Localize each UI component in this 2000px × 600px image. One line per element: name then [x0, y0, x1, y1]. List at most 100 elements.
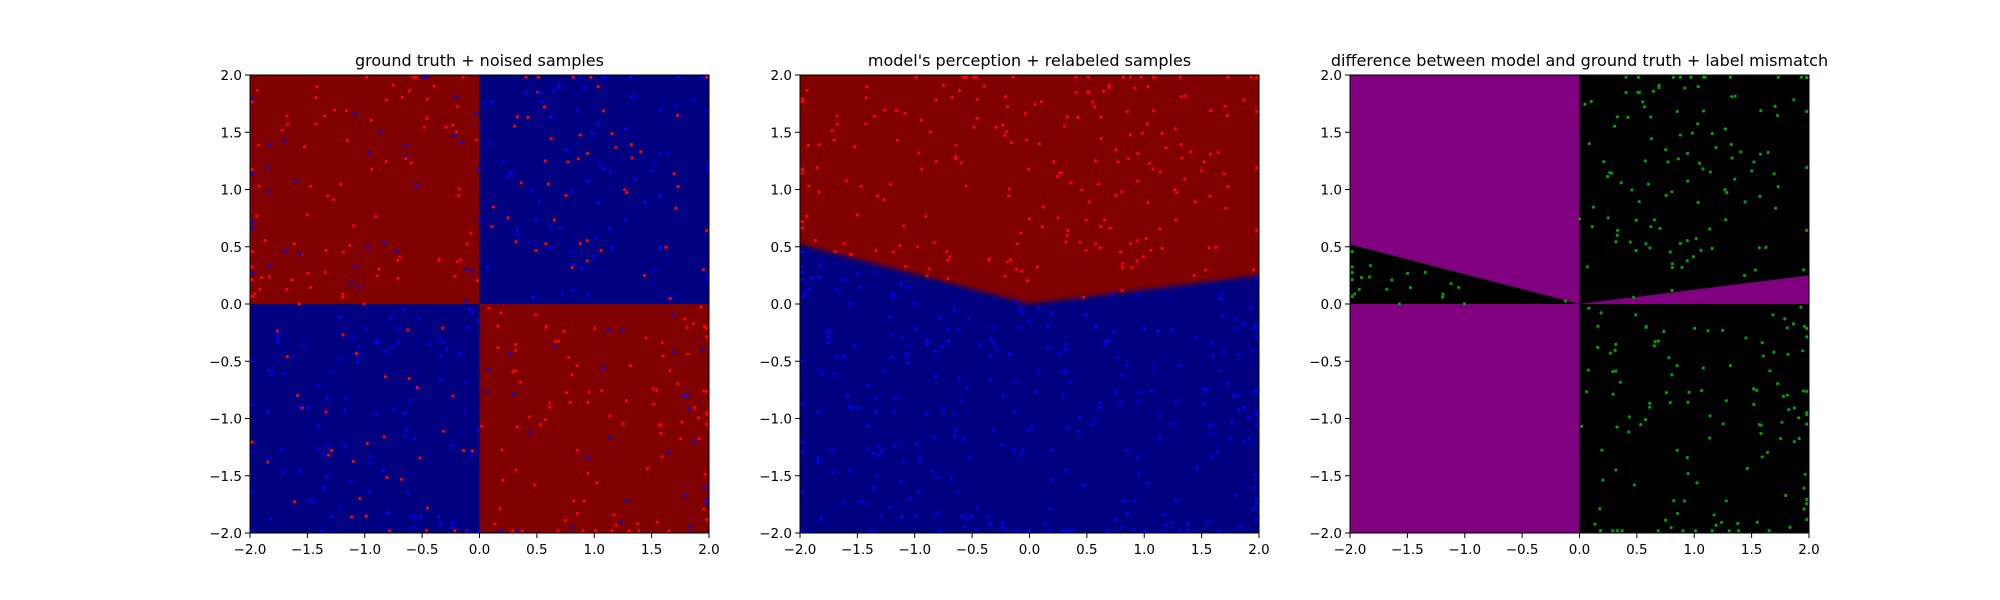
data-point — [451, 394, 455, 398]
data-point — [1752, 160, 1756, 164]
data-point — [1160, 246, 1164, 251]
data-point — [455, 105, 460, 109]
data-point — [570, 373, 574, 377]
data-point — [1108, 226, 1112, 231]
data-point — [541, 100, 545, 104]
data-point — [1014, 267, 1018, 271]
data-point — [816, 457, 820, 461]
data-point — [659, 109, 663, 113]
data-point — [642, 273, 647, 278]
data-point — [1610, 171, 1614, 175]
data-point — [1252, 486, 1256, 490]
data-point — [1662, 329, 1666, 333]
data-point — [915, 244, 919, 249]
data-point — [1752, 402, 1756, 407]
data-point — [831, 371, 836, 376]
data-point — [463, 299, 468, 303]
data-point — [1189, 150, 1193, 154]
data-point — [828, 331, 832, 335]
data-point — [570, 190, 574, 194]
data-point — [474, 138, 479, 142]
data-point — [800, 358, 804, 363]
data-point — [800, 171, 804, 175]
data-point — [807, 184, 811, 188]
data-point — [1000, 443, 1004, 448]
data-point — [1207, 246, 1211, 250]
data-point — [918, 454, 922, 459]
data-point — [307, 499, 311, 503]
data-point — [1098, 405, 1102, 409]
data-point — [1160, 529, 1164, 533]
data-point — [300, 406, 304, 410]
data-point — [964, 184, 968, 188]
data-point — [1003, 274, 1007, 278]
data-point — [1353, 292, 1357, 296]
data-point — [276, 340, 280, 344]
data-point — [692, 440, 696, 444]
data-point — [1643, 417, 1648, 422]
data-point — [1385, 287, 1389, 291]
data-point — [278, 331, 282, 335]
data-point — [683, 317, 687, 321]
data-point — [1135, 239, 1139, 243]
data-point — [652, 402, 656, 407]
data-point — [1164, 523, 1168, 527]
data-point — [850, 406, 854, 410]
data-point — [614, 145, 618, 150]
data-point — [1631, 295, 1636, 299]
data-point — [1805, 228, 1809, 232]
data-point — [1026, 428, 1030, 433]
scatter-series — [1350, 75, 1809, 533]
data-point — [1667, 355, 1671, 360]
data-point — [952, 308, 956, 312]
data-point — [840, 278, 844, 282]
data-point — [692, 406, 697, 410]
data-point — [1158, 414, 1162, 418]
data-point — [962, 437, 966, 441]
data-point — [702, 324, 707, 328]
data-point — [267, 275, 272, 279]
data-point — [1087, 200, 1091, 204]
data-point — [1706, 329, 1710, 333]
data-point — [1065, 233, 1069, 237]
data-point — [597, 161, 602, 165]
data-point — [1209, 423, 1213, 427]
data-point — [893, 409, 897, 413]
plot-title: ground truth + noised samples — [355, 51, 604, 70]
data-point — [402, 308, 406, 312]
data-point — [687, 407, 691, 412]
data-point — [684, 493, 688, 498]
y-tick-label: −0.5 — [209, 354, 242, 370]
data-point — [946, 258, 950, 262]
data-point — [309, 184, 313, 188]
data-point — [1255, 75, 1259, 79]
data-point — [498, 507, 502, 511]
data-point — [1174, 218, 1178, 222]
data-point — [701, 389, 706, 393]
x-tick-label: −1.0 — [348, 542, 381, 558]
data-point — [699, 305, 703, 309]
data-point — [1682, 499, 1687, 503]
data-point — [1683, 86, 1687, 90]
data-point — [1255, 228, 1259, 232]
data-point — [844, 179, 849, 183]
data-point — [1020, 269, 1024, 273]
data-point — [1210, 340, 1214, 345]
data-point — [882, 198, 886, 202]
data-point — [1685, 259, 1689, 263]
data-point — [672, 350, 676, 354]
data-point — [1652, 344, 1656, 348]
data-point — [1765, 450, 1770, 455]
data-point — [454, 130, 458, 134]
data-point — [914, 327, 918, 331]
data-point — [551, 89, 556, 93]
data-point — [1761, 354, 1765, 358]
data-point — [1725, 190, 1729, 195]
data-point — [643, 200, 647, 204]
data-point — [1249, 75, 1253, 79]
data-point — [396, 258, 400, 262]
data-point — [667, 529, 671, 533]
data-point — [1710, 131, 1714, 136]
data-point — [325, 396, 329, 400]
data-point — [1703, 75, 1707, 79]
